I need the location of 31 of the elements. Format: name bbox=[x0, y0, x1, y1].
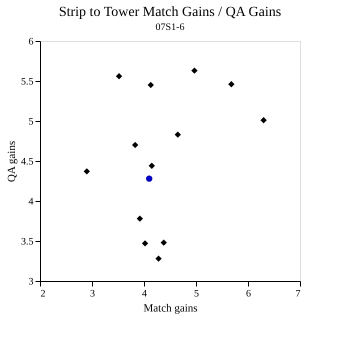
x-tick-label: 4 bbox=[142, 288, 147, 300]
y-axis-title: QA gains bbox=[6, 140, 18, 182]
point bbox=[155, 255, 162, 262]
point bbox=[160, 239, 167, 246]
point bbox=[260, 117, 267, 124]
point bbox=[228, 81, 235, 88]
y-tick-label: 3.5 bbox=[21, 236, 34, 248]
point bbox=[148, 82, 154, 88]
y-tick-label: 4.5 bbox=[21, 156, 34, 168]
point bbox=[174, 131, 181, 138]
point bbox=[142, 240, 148, 247]
y-tick-label: 4 bbox=[28, 196, 34, 208]
x-tick-label: 3 bbox=[90, 288, 95, 300]
point bbox=[84, 168, 90, 175]
point bbox=[136, 215, 143, 222]
y-tick-label: 5.5 bbox=[21, 76, 34, 88]
y-tick-label: 3 bbox=[28, 276, 34, 288]
y-tick-label: 5 bbox=[28, 116, 34, 128]
point bbox=[132, 142, 138, 148]
x-axis-title: Match gains bbox=[143, 302, 198, 314]
chart-title: Strip to Tower Match Gains / QA Gains bbox=[58, 5, 282, 20]
x-tick-label: 7 bbox=[296, 288, 300, 300]
x-tick-label: 5 bbox=[194, 288, 199, 300]
point bbox=[148, 162, 155, 169]
x-tick-label: 2 bbox=[40, 288, 46, 300]
point bbox=[116, 73, 122, 80]
point bbox=[146, 175, 152, 182]
chart-subtitle: 07S1-6 bbox=[156, 22, 184, 33]
point bbox=[191, 67, 198, 74]
y-tick-label: 6 bbox=[28, 36, 34, 48]
x-tick-label: 6 bbox=[246, 288, 251, 300]
